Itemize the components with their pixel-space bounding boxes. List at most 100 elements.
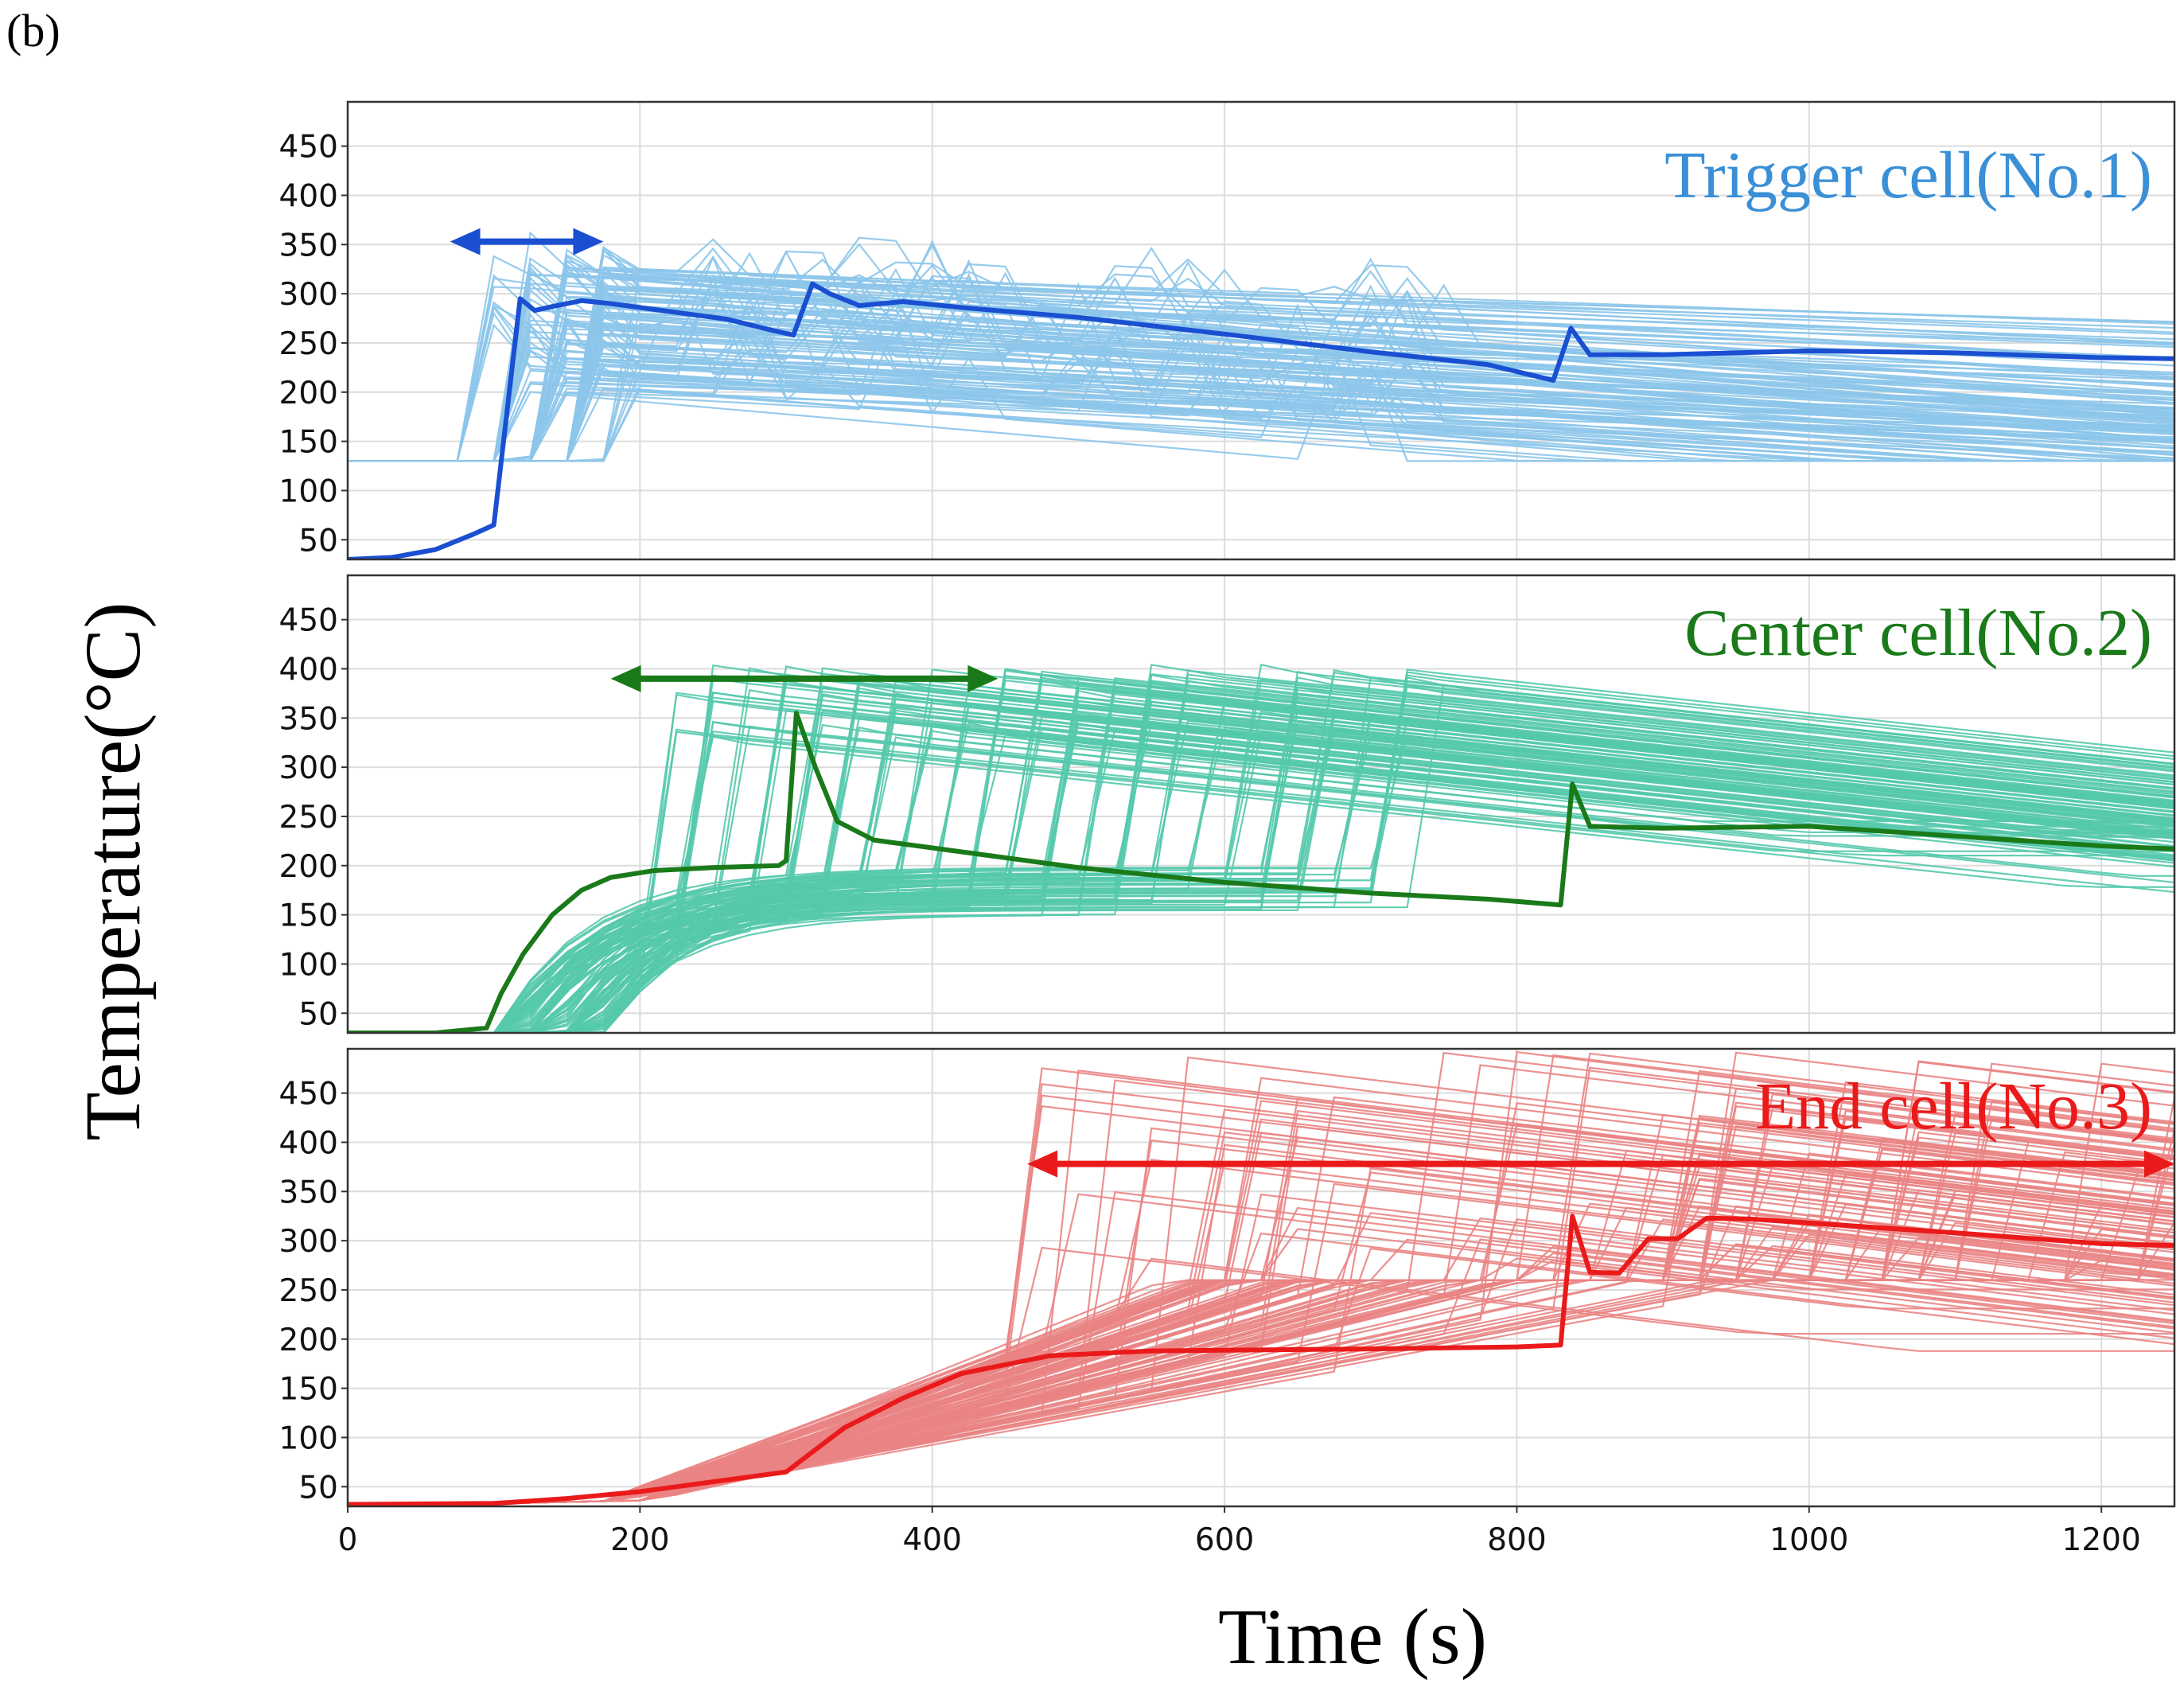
ensemble-curve	[348, 668, 2174, 1033]
y-tick-label: 300	[279, 277, 338, 313]
panel-frame	[346, 100, 2176, 561]
y-tick-label: 250	[279, 1273, 338, 1309]
x-tick-label: 800	[1487, 1522, 1546, 1558]
y-tick-label: 400	[279, 1125, 338, 1161]
ensemble-curve	[348, 692, 2174, 1033]
y-tick-label: 350	[279, 1175, 338, 1210]
range-arrow	[610, 664, 999, 692]
y-tick-label: 350	[279, 701, 338, 737]
y-tick-label: 150	[279, 425, 338, 461]
ensemble-curve	[348, 669, 2174, 1033]
y-tick-label: 450	[279, 603, 338, 639]
ensemble-curve	[348, 279, 2174, 462]
y-tick-label: 150	[279, 1372, 338, 1408]
figure-tag: (b)	[6, 5, 60, 56]
ensemble-curve	[348, 680, 2174, 1033]
ensemble-curve	[348, 272, 2174, 462]
panels: 50 100 150 200 250 300 350 400 450 Trigger cell(N…	[279, 100, 2176, 1508]
ensemble-curve	[348, 1117, 2174, 1506]
ensemble-curve	[348, 276, 2174, 462]
y-tick-label: 200	[279, 376, 338, 411]
x-tick-label: 400	[902, 1522, 961, 1558]
x-tick-label: 1200	[2062, 1522, 2141, 1558]
ensemble-curve	[348, 317, 2174, 462]
ensemble-curve	[348, 670, 2174, 1033]
range-arrow	[1027, 1150, 2174, 1178]
panel-2: 50 100 150 200 250 300 350 400 450 Center cell(No…	[279, 574, 2176, 1034]
x-tick-label: 1000	[1769, 1522, 1848, 1558]
panel-label: End cell(No.3)	[1755, 1070, 2152, 1144]
ensemble-curves	[348, 231, 2174, 462]
y-tick-label: 150	[279, 898, 338, 934]
panel-frame	[346, 574, 2176, 1034]
ensemble-curve	[348, 1105, 2174, 1506]
ensemble-curve	[348, 725, 2174, 1033]
y-axis-title: Temperature(°C)	[68, 602, 157, 1140]
y-tick-label: 50	[298, 1470, 338, 1506]
ensemble-curve	[348, 349, 2174, 462]
highlight-series	[348, 1214, 2174, 1506]
ensemble-curve	[348, 700, 2174, 1033]
ensemble-curve	[348, 670, 2174, 1033]
ensemble-curve	[348, 1127, 2174, 1506]
ensemble-curve	[348, 735, 2174, 1033]
ensemble-curve	[348, 1252, 2174, 1506]
x-tick-label: 200	[610, 1522, 669, 1558]
ensemble-curve	[348, 292, 2174, 462]
y-tick-label: 50	[298, 996, 338, 1032]
ensemble-curve	[348, 721, 2174, 1033]
ensemble-curve	[348, 1218, 2174, 1506]
ensemble-curve	[348, 301, 2174, 462]
ensemble-curve	[348, 677, 2174, 1033]
ensemble-curve	[348, 684, 2174, 1033]
ensemble-curve	[348, 710, 2174, 1033]
ensemble-curve	[348, 357, 2174, 462]
panel-label: Center cell(No.2)	[1684, 596, 2152, 670]
ensemble-curve	[348, 320, 2174, 462]
ensemble-curve	[348, 692, 2174, 1033]
y-tick-label: 50	[298, 523, 338, 559]
ensemble-curve	[348, 247, 2174, 462]
ensemble-curve	[348, 310, 2174, 462]
x-axis-ticks: 0 200 400 600 800 1000 1200	[338, 1506, 2141, 1558]
ensemble-curve	[348, 297, 2174, 462]
ensemble-curve	[348, 673, 2174, 1033]
x-tick-label: 0	[338, 1522, 358, 1558]
ensemble-curve	[348, 267, 2174, 462]
ensemble-curve	[348, 1117, 2174, 1506]
y-tick-label: 450	[279, 130, 338, 166]
ensemble-curve	[348, 1218, 2174, 1506]
ensemble-curves	[348, 664, 2174, 1033]
y-tick-label: 200	[279, 1323, 338, 1358]
y-tick-label: 100	[279, 1420, 338, 1456]
y-tick-label: 400	[279, 652, 338, 688]
ensemble-curve	[348, 266, 2174, 462]
ensemble-curve	[348, 275, 2174, 462]
panel-frame	[346, 1047, 2176, 1508]
ensemble-curve	[348, 267, 2174, 462]
y-tick-label: 100	[279, 473, 338, 509]
ensemble-curve	[348, 273, 2174, 462]
ensemble-curve	[348, 731, 2174, 1033]
y-tick-label: 300	[279, 750, 338, 786]
ensemble-curve	[348, 693, 2174, 1033]
y-tick-label: 250	[279, 326, 338, 362]
ensemble-curve	[348, 728, 2174, 1033]
y-tick-label: 400	[279, 178, 338, 214]
y-tick-label: 100	[279, 947, 338, 983]
ensemble-curve	[348, 342, 2174, 462]
panel-label: Trigger cell(No.1)	[1664, 138, 2152, 212]
ensemble-curve	[348, 312, 2174, 462]
ensemble-curve	[348, 671, 2174, 1033]
y-tick-label: 300	[279, 1224, 338, 1260]
ensemble-curve	[348, 716, 2174, 1033]
range-arrow	[450, 228, 604, 255]
y-tick-label: 200	[279, 849, 338, 885]
ensemble-curve	[348, 1097, 2174, 1506]
ensemble-curve	[348, 1083, 2174, 1506]
y-tick-label: 350	[279, 228, 338, 263]
panel-3: 50 100 150 200 250 300 350 400 450 End cell(No.3)	[279, 1047, 2176, 1508]
highlight-series	[348, 711, 2174, 1033]
x-axis-title: Time (s)	[1218, 1592, 1487, 1681]
